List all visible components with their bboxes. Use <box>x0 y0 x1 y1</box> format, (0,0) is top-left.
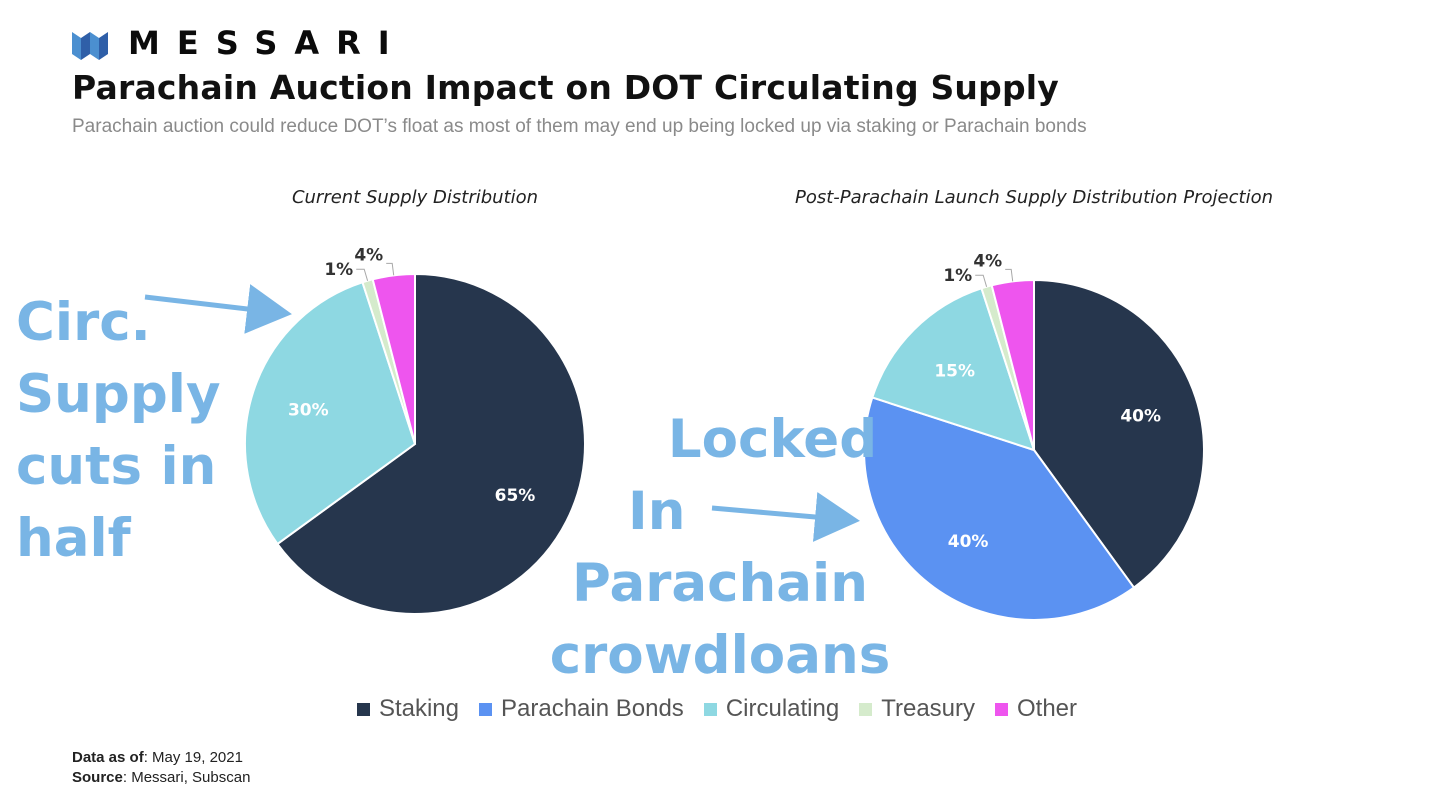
data-label-current-circulating: 30% <box>288 400 329 420</box>
annotation-right-line: Parachain <box>572 553 868 614</box>
data-as-of: Data as of: May 19, 2021 <box>72 748 250 768</box>
source: Source: Messari, Subscan <box>72 768 250 788</box>
data-label-current-other: 4% <box>354 245 383 265</box>
legend-label-staking: Staking <box>378 695 460 722</box>
source-value: : Messari, Subscan <box>122 769 251 786</box>
data-label-projection-circulating: 15% <box>934 362 975 382</box>
legend-item-other: Other <box>995 695 1077 723</box>
annotation-left-line: Circ. <box>16 292 151 353</box>
pie-slice-projection-other <box>990 278 1035 451</box>
legend-swatch-parachain-bonds <box>479 702 493 716</box>
brand-name: MESSARI <box>128 24 407 62</box>
chart-title-projection: Post-Parachain Launch Supply Distributio… <box>795 187 1273 208</box>
legend-swatch-circulating <box>703 702 717 716</box>
legend-label-other: Other <box>1017 695 1078 722</box>
source-label: Source <box>72 769 123 786</box>
page-title: Parachain Auction Impact on DOT Circulat… <box>72 68 1059 107</box>
pie-slice-projection-parachain-bonds <box>863 396 1136 621</box>
legend-item-parachain-bonds: Parachain Bonds <box>479 695 684 723</box>
leader-line-projection-treasury <box>975 274 988 287</box>
annotation-arrow-circ-supply <box>144 284 292 334</box>
leader-line-current-other <box>386 262 395 276</box>
data-as-of-value: : May 19, 2021 <box>143 749 243 766</box>
annotation-left-line: Supply <box>16 364 221 425</box>
legend-label-parachain-bonds: Parachain Bonds <box>501 695 684 722</box>
annotation-circ-supply: Circ. Supply cuts in half <box>16 287 221 575</box>
legend-item-circulating: Circulating <box>703 695 840 723</box>
data-label-projection-treasury: 1% <box>943 266 972 286</box>
annotation-right-line: Locked <box>667 409 878 470</box>
legend-swatch-other <box>995 702 1008 716</box>
data-label-current-treasury: 1% <box>324 260 353 280</box>
legend-swatch-treasury <box>859 702 873 716</box>
leader-line-current-treasury <box>356 268 369 281</box>
messari-logo-icon <box>72 32 108 60</box>
annotation-left-line: half <box>16 508 131 569</box>
annotation-locked-crowdloans: Locked In Parachain crowdloans <box>540 404 900 692</box>
messari-logo: MESSARI <box>72 26 407 60</box>
pie-slice-current-staking <box>276 272 586 615</box>
chart-title-current: Current Supply Distribution <box>292 187 538 208</box>
data-label-current-staking: 65% <box>495 486 536 506</box>
annotation-left-line: cuts in <box>16 436 217 497</box>
legend-label-circulating: Circulating <box>725 695 840 722</box>
data-label-projection-parachain-bonds: 40% <box>948 532 989 552</box>
annotation-arrow-locked <box>711 492 860 542</box>
pie-slice-current-other <box>371 272 416 445</box>
legend-item-treasury: Treasury <box>859 695 975 723</box>
data-label-projection-other: 4% <box>973 251 1002 271</box>
annotation-right-line: crowdloans <box>549 625 891 686</box>
chart-legend: Staking Parachain Bonds Circulating Trea… <box>0 695 1434 723</box>
pie-slice-current-circulating <box>244 281 417 546</box>
leader-line-projection-other <box>1005 268 1014 282</box>
legend-label-treasury: Treasury <box>881 695 975 722</box>
data-label-projection-staking: 40% <box>1120 406 1161 426</box>
legend-swatch-staking <box>356 702 370 716</box>
annotation-right-line: In <box>628 481 686 542</box>
footer: Data as of: May 19, 2021 Source: Messari… <box>72 748 250 788</box>
data-as-of-label: Data as of <box>72 749 144 766</box>
legend-item-staking: Staking <box>356 695 460 723</box>
pie-slice-projection-staking <box>1033 278 1205 589</box>
page-subtitle: Parachain auction could reduce DOT’s flo… <box>72 116 1087 137</box>
